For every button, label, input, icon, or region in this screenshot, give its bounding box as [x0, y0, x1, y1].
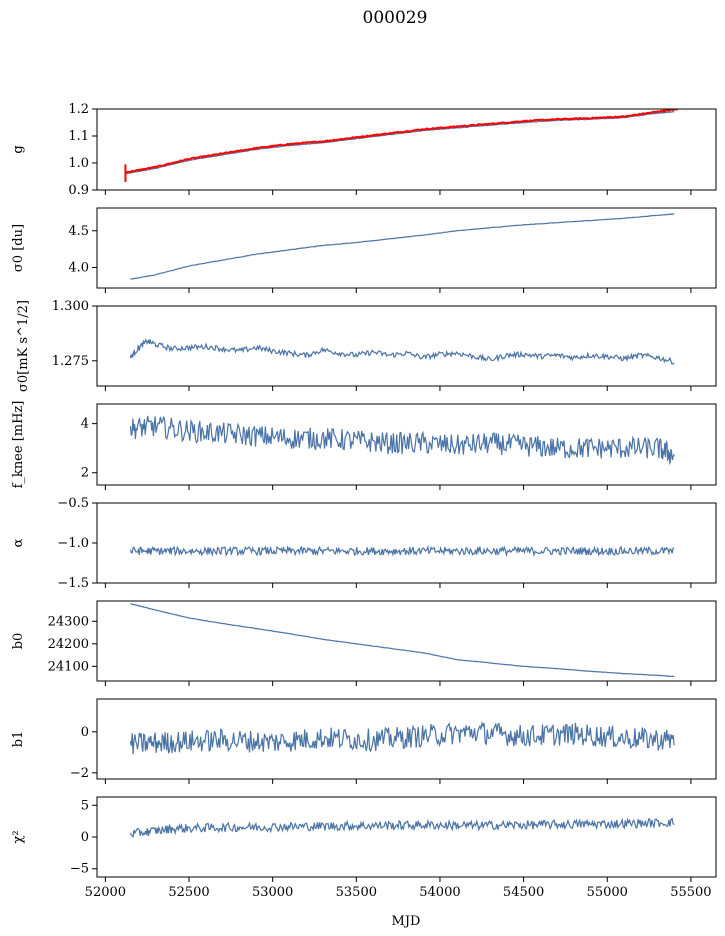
panel-6: 24100 24200 24300 b0 [11, 600, 717, 686]
axes-frame [96, 305, 717, 387]
y-tick-label: 0 [81, 725, 89, 740]
y-tick-label: −5 [70, 862, 89, 877]
panel-5: −1.5 −1.0 −0.5 α [11, 496, 717, 591]
y-tick-label: 1.300 [52, 299, 89, 314]
y-tick-label: 1.1 [68, 129, 89, 144]
series-line-8-1 [129, 817, 675, 839]
y-tick-label: −1.5 [57, 576, 89, 591]
panel-4: 2 4 f_knee [mHz] [11, 401, 717, 490]
y-axis-label: f_knee [mHz] [11, 401, 26, 489]
series-line-6-1 [130, 603, 675, 678]
series-line-1-1 [125, 110, 675, 175]
x-tick-label: 54000 [419, 885, 460, 900]
y-tick-label: 1.275 [52, 354, 89, 369]
y-tick-label: 24300 [48, 614, 89, 629]
y-tick-label: 1.0 [68, 156, 89, 171]
y-axis-label: g [11, 145, 26, 153]
axes-frame [96, 207, 717, 289]
axes-frame [96, 502, 717, 584]
panel-1: 0.9 1.0 1.1 1.2 g [11, 102, 717, 198]
axes-frame [96, 403, 717, 486]
y-tick-label: 5 [81, 798, 89, 813]
panel-3: 1.275 1.300 σ0[mK s^1/2] [16, 299, 717, 392]
y-axis-label: χ² [11, 830, 26, 843]
y-axis-label: b0 [11, 633, 26, 650]
axes-frame [96, 108, 717, 191]
series-line-4-1 [129, 415, 675, 466]
figure-title: 000029 [363, 8, 428, 28]
x-tick-label: 55000 [587, 885, 628, 900]
axes-frame [96, 698, 717, 780]
series-line-5-1 [129, 544, 675, 558]
panel-7: −2 0 b1 [11, 698, 717, 784]
x-tick-label: 55500 [670, 885, 711, 900]
y-tick-label: 0.9 [68, 183, 89, 198]
y-tick-label: 24200 [48, 637, 89, 652]
y-tick-label: 4 [81, 417, 89, 432]
y-tick-label: 24100 [48, 659, 89, 674]
x-tick-label: 53500 [336, 885, 377, 900]
y-axis-label: α [11, 538, 26, 547]
x-axis-label: MJD [392, 914, 421, 929]
axes-frame [96, 796, 717, 878]
y-tick-label: −1.0 [57, 536, 89, 551]
y-tick-label: −0.5 [57, 496, 89, 511]
y-axis-label: σ0 [du] [11, 224, 26, 272]
series-line-2-1 [130, 213, 675, 280]
y-tick-label: 4.0 [68, 260, 89, 275]
x-tick-label: 54500 [503, 885, 544, 900]
y-tick-label: 2 [81, 466, 89, 481]
axes-frame [96, 600, 717, 682]
y-tick-label: 1.2 [68, 102, 89, 117]
y-axis-label: σ0[mK s^1/2] [16, 300, 31, 392]
series-line-3-1 [129, 338, 675, 365]
series-line-7-1 [129, 720, 675, 755]
y-tick-label: 4.5 [68, 224, 89, 239]
y-tick-label: 0 [81, 830, 89, 845]
y-tick-label: −2 [70, 766, 89, 781]
x-tick-label: 52000 [85, 885, 126, 900]
series-line-1-2 [124, 109, 678, 174]
x-tick-label: 52500 [168, 885, 209, 900]
x-tick-label: 53000 [252, 885, 293, 900]
panel-2: 4.0 4.5 σ0 [du] [11, 207, 717, 293]
y-axis-label: b1 [11, 731, 26, 748]
panel-8: −5 0 5 52000 52500 53000 53500 54000 54500 55000 5… [11, 796, 717, 900]
panels: 0.9 1.0 1.1 1.2 g 4.0 4.5 σ0 [du] 1.275 1.300 σ0[m… [11, 102, 717, 900]
